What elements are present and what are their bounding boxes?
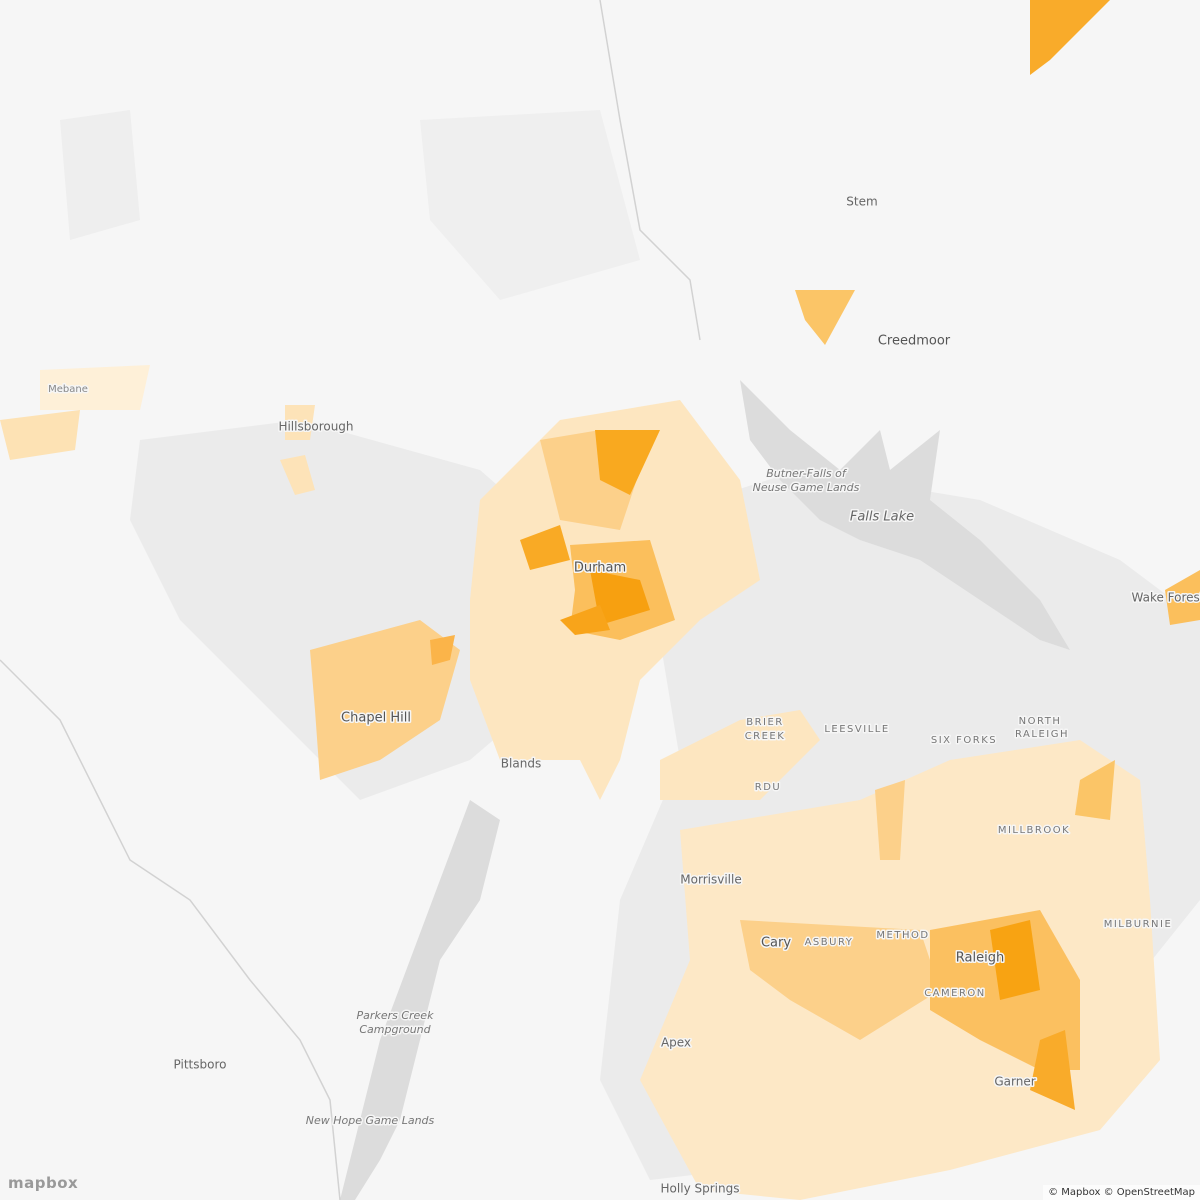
rivers [0, 0, 701, 1200]
place-label: Raleigh [956, 951, 1004, 966]
place-label: Holly Springs [661, 1182, 740, 1196]
mapbox-logo[interactable]: mapbox [8, 1174, 79, 1192]
place-label: Wake Forest [1132, 591, 1200, 605]
place-label: RALEIGH [1015, 729, 1069, 740]
place-label: MILBURNIE [1104, 919, 1173, 930]
place-label: Butner-Falls of [766, 467, 848, 480]
place-label: Durham [574, 561, 626, 576]
place-label: NORTH [1019, 716, 1062, 727]
place-label: LEESVILLE [824, 724, 889, 735]
place-labels: Stem Creedmoor Mebane Hillsborough Butner-Fa… [47, 193, 1200, 1197]
place-label: Garner [994, 1075, 1035, 1089]
place-label: SIX FORKS [931, 735, 997, 746]
place-label: Blands [501, 757, 541, 771]
place-label: Mebane [48, 384, 88, 395]
place-label: Morrisville [680, 873, 741, 887]
place-label: Cary [761, 936, 791, 951]
place-label: Chapel Hill [341, 711, 411, 726]
place-label: Neuse Game Lands [753, 481, 860, 494]
place-label: Falls Lake [850, 510, 914, 525]
place-label: Campground [359, 1023, 431, 1036]
place-label: CREEK [745, 731, 786, 742]
place-label: Hillsborough [278, 420, 353, 434]
place-label: Pittsboro [174, 1058, 227, 1072]
attribution[interactable]: © Mapbox © OpenStreetMap [1043, 1185, 1200, 1200]
place-label: MILLBROOK [998, 825, 1070, 836]
place-label: CAMERON [924, 988, 986, 999]
place-label: RDU [755, 782, 781, 793]
place-label: Stem [846, 195, 877, 209]
place-label: Apex [661, 1036, 691, 1050]
place-label: METHOD [876, 930, 929, 941]
place-label: New Hope Game Lands [306, 1114, 435, 1127]
place-label: BRIER [746, 717, 784, 728]
place-label: Parkers Creek [357, 1009, 435, 1022]
place-label: Creedmoor [878, 334, 951, 349]
place-label: ASBURY [805, 937, 854, 948]
